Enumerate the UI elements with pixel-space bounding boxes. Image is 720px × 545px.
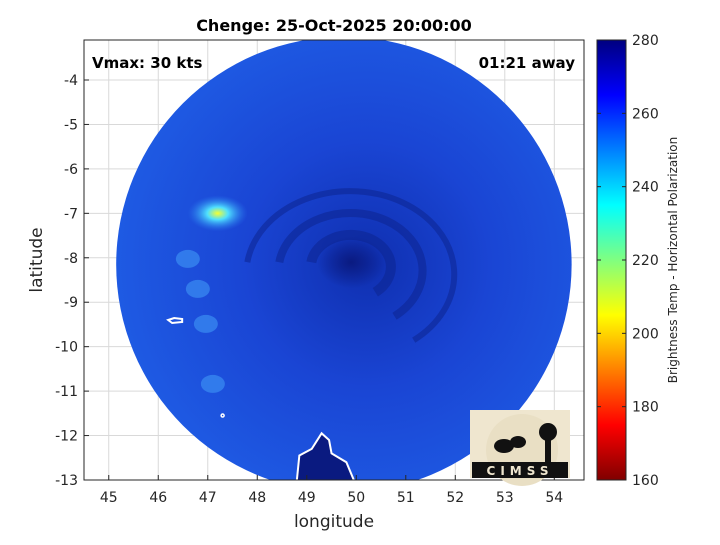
y-tick-label: -12 <box>55 429 78 445</box>
colorbar-ticks: 280 260 240 220 200 180 160 <box>597 33 659 489</box>
x-tick-label: 52 <box>446 490 464 506</box>
madagascar-coast <box>295 431 355 480</box>
spiral-band <box>275 209 427 320</box>
logo-text: CIMSS <box>487 464 554 478</box>
colorbar-tick-label: 240 <box>632 180 659 196</box>
y-tick-label: -9 <box>64 295 78 311</box>
x-tick-label: 53 <box>496 490 514 506</box>
x-axis-label: longitude <box>294 512 374 532</box>
logo-banner <box>472 462 568 478</box>
time-away-annotation: 01:21 away <box>479 54 576 72</box>
logo-tank-icon <box>539 423 557 441</box>
colorbar-label: Brightness Temp - Horizontal Polarizatio… <box>666 137 680 384</box>
x-tick-label: 54 <box>545 490 563 506</box>
colorbar-tick-label: 180 <box>632 400 659 416</box>
plot-border <box>83 39 585 481</box>
y-ticks: -4 -5 -6 -7 -8 -9 -10 -11 -12 -13 <box>55 73 89 489</box>
logo-dish-icon <box>494 439 514 453</box>
y-tick-label: -11 <box>55 384 78 400</box>
x-tick-label: 51 <box>397 490 415 506</box>
coastline <box>110 316 355 480</box>
colorbar-tick-label: 200 <box>632 326 659 342</box>
y-tick-label: -5 <box>64 117 78 133</box>
cool-band <box>200 374 225 393</box>
x-tick-label: 47 <box>199 490 217 506</box>
x-tick-label: 45 <box>100 490 118 506</box>
chart-title: Chenge: 25-Oct-2025 20:00:00 <box>196 16 472 35</box>
colorbar-tick-label: 160 <box>632 473 659 489</box>
x-tick-label: 50 <box>347 490 365 506</box>
cool-band <box>193 314 218 333</box>
y-axis-label: latitude <box>27 227 47 292</box>
y-tick-label: -13 <box>55 473 78 489</box>
x-tick-label: 46 <box>149 490 167 506</box>
vmax-annotation: Vmax: 30 kts <box>92 54 202 72</box>
x-ticks: 45 46 47 48 49 50 51 52 53 54 <box>100 475 563 506</box>
plot-area <box>83 39 585 481</box>
y-tick-label: -10 <box>55 340 78 356</box>
x-tick-label: 49 <box>298 490 316 506</box>
cyclone-eye <box>317 236 386 289</box>
warm-spot <box>187 195 248 232</box>
y-tick-label: -8 <box>64 251 78 267</box>
y-tick-label: -4 <box>64 73 78 89</box>
mayotte-island <box>110 464 120 477</box>
colorbar-tick-label: 220 <box>632 253 659 269</box>
colorbar: 280 260 240 220 200 180 160 Brightness Temp - … <box>596 33 680 489</box>
colorbar-tick-label: 280 <box>632 33 659 49</box>
small-islet <box>220 413 225 418</box>
y-tick-label: -6 <box>64 162 78 178</box>
cimss-logo: CIMSS <box>470 410 570 486</box>
features <box>175 188 458 393</box>
aldabra-island <box>166 316 184 325</box>
spiral-band <box>306 229 396 297</box>
colorbar-gradient <box>596 39 627 481</box>
cool-band <box>185 279 210 298</box>
cool-band <box>175 249 200 268</box>
logo-tower-icon <box>545 434 551 464</box>
x-tick-label: 48 <box>248 490 266 506</box>
colorbar-tick-label: 260 <box>632 106 659 122</box>
y-tick-label: -7 <box>64 206 78 222</box>
logo-dish2-icon <box>510 436 526 448</box>
spiral-band <box>244 188 458 343</box>
